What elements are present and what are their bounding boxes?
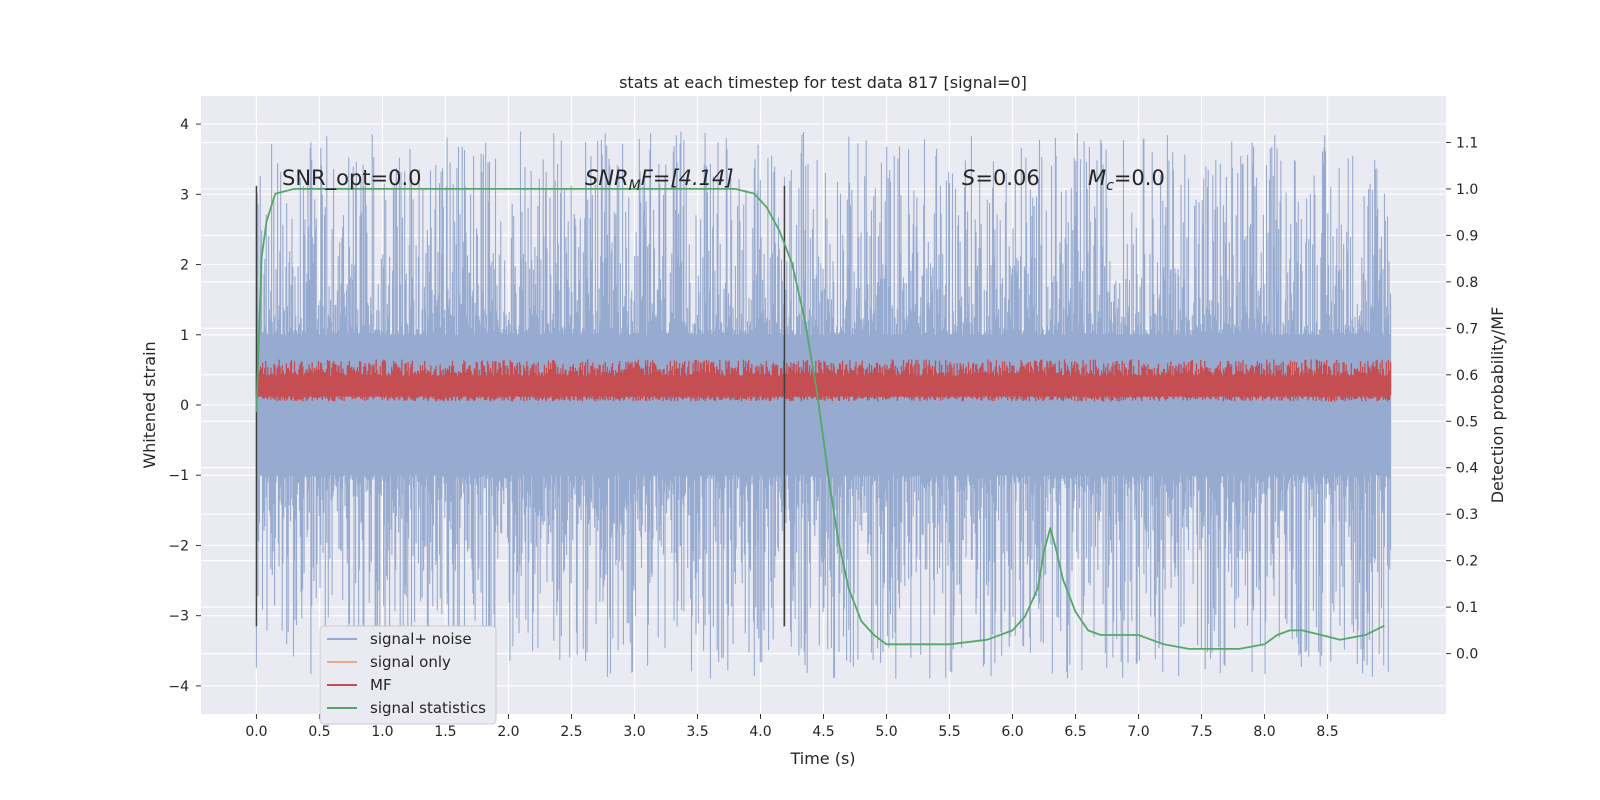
x-tick-label: 4.5: [812, 724, 834, 740]
y2-tick-label: 0.6: [1456, 368, 1478, 384]
y2-tick-label: 1.1: [1456, 135, 1478, 151]
y2-tick-label: 0.1: [1456, 600, 1478, 616]
x-tick-label: 2.0: [497, 724, 519, 740]
y-axis-title: Whitened strain: [140, 341, 159, 468]
y2-tick-label: 0.4: [1456, 461, 1478, 477]
chart-title: stats at each timestep for test data 817…: [619, 73, 1027, 92]
x-tick-label: 1.0: [371, 724, 393, 740]
x-tick-label: 6.0: [1001, 724, 1023, 740]
x-tick-label: 1.5: [434, 724, 456, 740]
axis-ticks: 0.0 0.5 1.0 1.5 2.0 2.5 3.0 3.5 4.0 4.5 5.0 5.5 6.0 6…: [168, 117, 1478, 740]
y2-tick-label: 0.5: [1456, 414, 1478, 430]
x-tick-label: 6.5: [1064, 724, 1086, 740]
y-tick-label: 4: [180, 117, 189, 133]
x-tick-label: 0.0: [245, 724, 267, 740]
annotation-snr-mf: SNRMF=[4.14]: [585, 166, 734, 194]
annotation-snr-opt: SNR_opt=0.0: [282, 166, 422, 191]
y-tick-label: 1: [180, 328, 189, 344]
x-tick-label: 3.5: [686, 724, 708, 740]
annotation-s: S=0.06: [962, 166, 1040, 190]
x-tick-label: 8.0: [1253, 724, 1275, 740]
y2-tick-label: 0.8: [1456, 275, 1478, 291]
y-tick-label: 0: [180, 398, 189, 414]
signal-statistics-line: [255, 188, 1385, 650]
x-tick-label: 3.0: [623, 724, 645, 740]
y-tick-label: −1: [168, 468, 189, 484]
x-axis-title: Time (s): [789, 749, 855, 768]
y-tick-label: 2: [180, 258, 189, 274]
x-tick-label: 5.0: [875, 724, 897, 740]
y-tick-label: −3: [168, 609, 189, 625]
y-tick-label: 3: [180, 187, 189, 203]
y2-tick-label: 0.9: [1456, 228, 1478, 244]
x-tick-label: 4.0: [749, 724, 771, 740]
signal-statistics-series: [255, 188, 1385, 650]
mf-series: [255, 359, 1392, 402]
signal-noise-series: [255, 131, 1392, 679]
annotation-mc: Mc=0.0: [1088, 166, 1165, 194]
x-tick-label: 5.5: [938, 724, 960, 740]
x-tick-label: 7.5: [1190, 724, 1212, 740]
legend-label-mf: MF: [370, 676, 392, 694]
y-tick-label: −2: [168, 538, 189, 554]
legend: signal+ noise signal only MF signal stat…: [319, 625, 497, 725]
y2-tick-label: 0.0: [1456, 647, 1478, 663]
y-tick-label: −4: [168, 679, 189, 695]
legend-box: [319, 625, 497, 725]
x-tick-label: 2.5: [560, 724, 582, 740]
legend-label-signal-statistics: signal statistics: [370, 699, 486, 717]
x-tick-label: 8.5: [1316, 724, 1338, 740]
x-tick-label: 0.5: [308, 724, 330, 740]
y2-tick-label: 1.0: [1456, 182, 1478, 198]
legend-label-signal-noise: signal+ noise: [370, 630, 472, 648]
legend-label-signal-only: signal only: [370, 653, 451, 671]
y2-axis-title: Detection probability/MF: [1488, 307, 1507, 504]
x-tick-label: 7.0: [1127, 724, 1149, 740]
y2-tick-label: 0.2: [1456, 554, 1478, 570]
y2-tick-label: 0.3: [1456, 507, 1478, 523]
y2-tick-label: 0.7: [1456, 321, 1478, 337]
